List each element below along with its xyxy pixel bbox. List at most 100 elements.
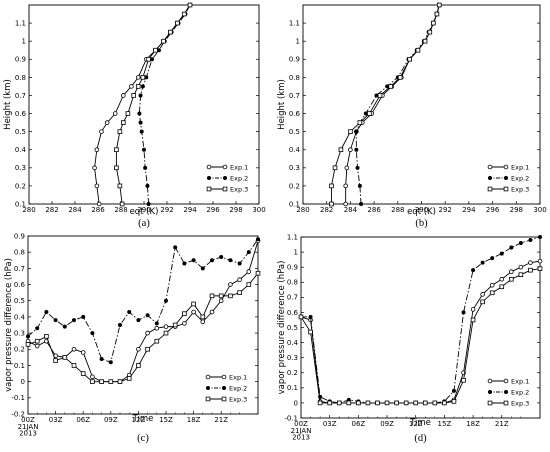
y-tick-label: 0 <box>294 399 298 407</box>
y-tick-label: 0.6 <box>289 110 301 118</box>
y-tick-label: 0.5 <box>289 128 300 136</box>
data-point <box>357 183 362 188</box>
data-point <box>336 400 342 406</box>
x-tick-label: 18Z <box>466 420 480 428</box>
legend-marker <box>221 396 227 402</box>
data-point <box>415 47 421 53</box>
y-tick-label: -0.2 <box>11 410 25 418</box>
legend-marker <box>487 400 493 406</box>
y-tick-label: 0.4 <box>14 313 26 321</box>
data-point <box>187 2 193 8</box>
data-point <box>34 343 40 349</box>
data-point <box>90 331 95 336</box>
legend-label: Exp.1 <box>511 377 529 385</box>
data-point <box>25 334 30 339</box>
data-point <box>114 165 119 171</box>
data-point <box>228 293 233 299</box>
data-point <box>71 346 77 352</box>
data-point <box>388 84 393 89</box>
x-tick-label: 298 <box>510 206 523 214</box>
legend-marker <box>206 186 212 192</box>
data-point <box>99 356 104 361</box>
x-tick-label: 300 <box>533 206 546 214</box>
y-axis-label: vapor pressure difference (hPa) <box>4 258 14 392</box>
data-point <box>461 377 466 383</box>
data-point <box>509 245 514 250</box>
data-point <box>182 321 187 326</box>
data-point <box>365 400 371 406</box>
series-line <box>330 4 440 204</box>
data-point <box>145 330 150 336</box>
data-point <box>154 338 160 344</box>
data-point <box>191 301 196 307</box>
y-tick-label: 0.1 <box>287 384 298 392</box>
x-tick-label: 12Z <box>409 420 423 428</box>
data-point <box>53 318 58 323</box>
y-tick-label: 0.3 <box>289 164 300 172</box>
series-line <box>27 238 259 363</box>
legend-marker <box>205 396 211 402</box>
data-point <box>126 376 132 381</box>
data-point <box>489 282 495 288</box>
data-point <box>146 56 151 62</box>
data-point <box>354 147 359 152</box>
data-point <box>112 111 118 116</box>
y-tick-label: 0.3 <box>15 164 26 172</box>
data-point <box>451 388 456 393</box>
data-point <box>528 260 533 265</box>
data-point <box>356 400 361 406</box>
x-tick-label: 290 <box>137 206 150 214</box>
legend-marker <box>222 186 228 192</box>
series-line <box>27 240 259 383</box>
x-tick-label: 21Z <box>495 420 509 428</box>
y-tick-label: -0.1 <box>11 394 25 402</box>
data-point <box>374 93 379 98</box>
x-tick-label: 288 <box>391 206 404 214</box>
x-tick-label: 06Z <box>352 420 366 428</box>
data-point <box>104 120 110 125</box>
data-point <box>451 399 457 404</box>
data-point <box>377 93 383 98</box>
data-point <box>140 84 145 89</box>
series-line <box>355 4 440 205</box>
x-tick-label: 280 <box>22 206 35 214</box>
x-tick-label: 03Z <box>49 416 63 424</box>
data-point <box>108 360 113 365</box>
y-tick-label: 0.9 <box>15 56 26 64</box>
x-tick-label: 294 <box>462 206 476 214</box>
data-point <box>343 183 348 189</box>
y-tick-label: 0.1 <box>289 200 300 208</box>
legend-marker <box>206 164 212 170</box>
legend-marker <box>206 175 211 180</box>
data-point <box>480 292 485 297</box>
data-point <box>182 311 187 316</box>
legend-marker <box>487 175 492 180</box>
data-point <box>141 147 146 152</box>
series-line <box>138 4 191 205</box>
legend-marker <box>222 175 227 180</box>
data-point <box>480 299 485 305</box>
data-point <box>346 400 352 406</box>
data-point <box>118 322 123 327</box>
legend-marker <box>503 389 508 394</box>
data-point <box>357 120 363 125</box>
panel-caption: (d) <box>414 433 427 444</box>
x-tick-label: 15Z <box>159 416 173 424</box>
data-point <box>209 258 214 263</box>
data-point <box>228 258 233 263</box>
legend-marker <box>503 400 509 406</box>
legend-label: Exp.1 <box>230 163 248 171</box>
data-point <box>327 400 332 406</box>
data-point <box>168 29 173 35</box>
data-point <box>332 165 338 171</box>
data-point <box>499 251 504 256</box>
legend: Exp.1 Exp.2 Exp.3 <box>487 377 529 407</box>
x-tick-sublabel: 21JAN <box>291 427 312 435</box>
data-point <box>246 282 252 287</box>
data-point <box>298 314 304 320</box>
data-point <box>528 238 533 243</box>
data-point <box>135 84 141 89</box>
legend-marker <box>487 164 493 170</box>
series-line <box>301 236 541 404</box>
